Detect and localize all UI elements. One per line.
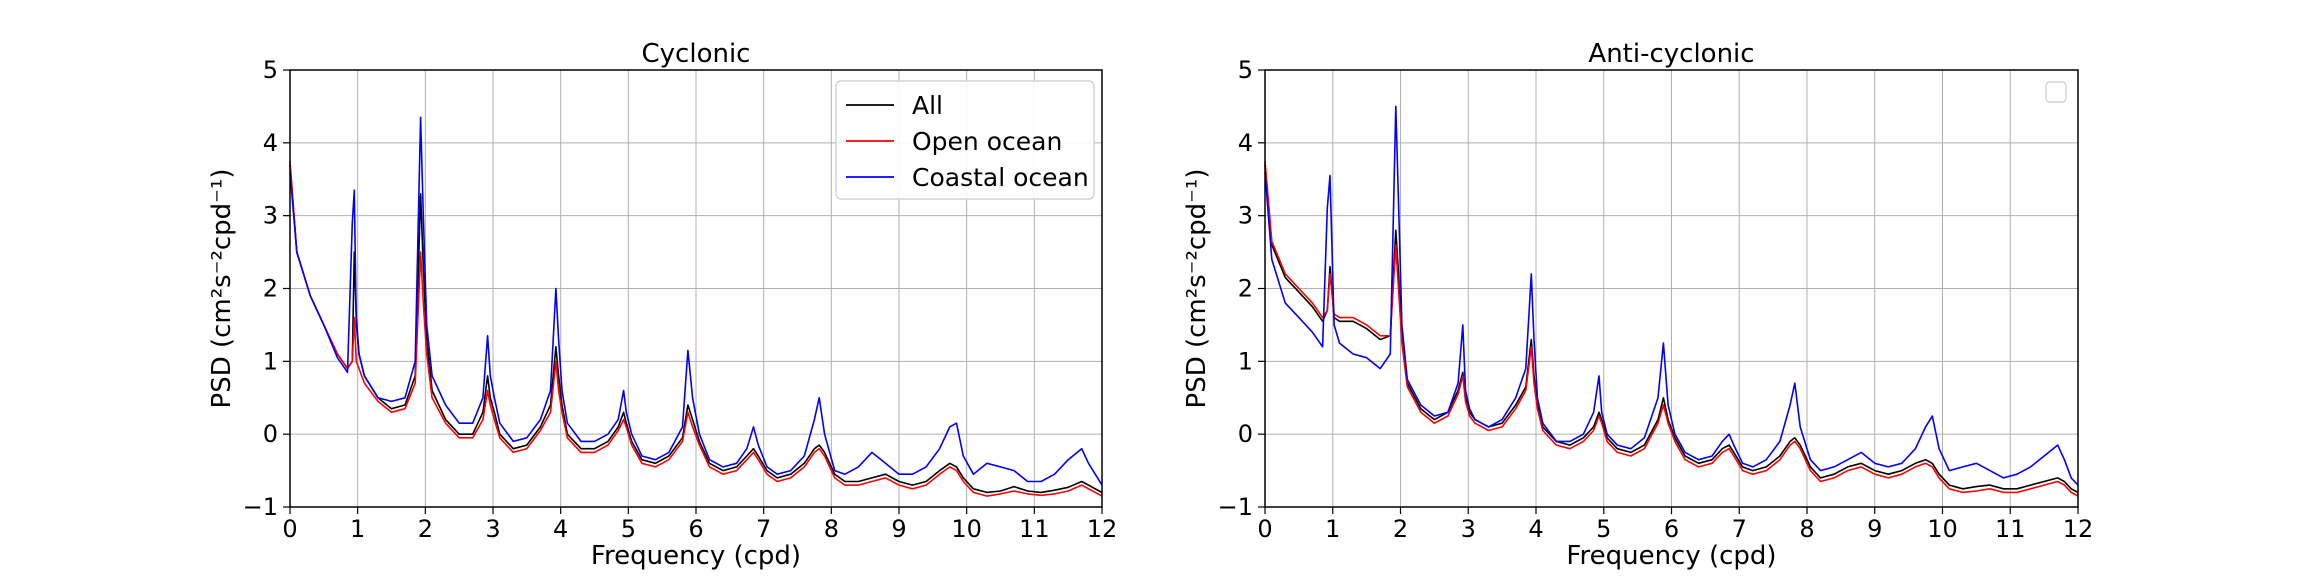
cyclonic-y-tick-label: 3 <box>263 202 278 230</box>
cyclonic-x-axis-label: Frequency (cpd) <box>591 541 801 571</box>
anti-cyclonic-y-tick-label: −1 <box>1218 493 1253 521</box>
anti-cyclonic-title: Anti-cyclonic <box>1588 39 1754 69</box>
cyclonic-x-tick-label: 10 <box>951 515 982 543</box>
cyclonic-legend-label: Open ocean <box>912 127 1062 156</box>
anti-cyclonic-series-line-all <box>1264 164 2079 494</box>
cyclonic-y-tick-label: 4 <box>263 129 278 157</box>
anti-cyclonic-y-axis-label: PSD (cm²s⁻²cpd⁻¹) <box>1182 169 1212 409</box>
anti-cyclonic-x-tick-label: 7 <box>1732 515 1747 543</box>
cyclonic-y-tick-label: 5 <box>263 56 278 84</box>
cyclonic-x-tick-label: 7 <box>756 515 771 543</box>
cyclonic-plot-lines <box>289 116 1103 497</box>
cyclonic-x-tick-label: 9 <box>891 515 906 543</box>
cyclonic-x-tick-label: 0 <box>282 515 297 543</box>
anti-cyclonic-y-tick-label: 3 <box>1238 202 1253 230</box>
anti-cyclonic-y-axis-label-text: PSD (cm²s⁻²cpd⁻¹) <box>1182 169 1212 409</box>
cyclonic-x-tick-label: 1 <box>350 515 365 543</box>
cyclonic-legend[interactable]: All Open ocean Coastal ocean <box>835 80 1095 200</box>
anti-cyclonic-legend-box <box>2045 81 2067 103</box>
anti-cyclonic-y-tick-label: 5 <box>1238 56 1253 84</box>
cyclonic-y-tick-label: 0 <box>263 420 278 448</box>
cyclonic-x-tick-label: 5 <box>621 515 636 543</box>
anti-cyclonic-y-tick-label: 2 <box>1238 275 1253 303</box>
cyclonic-legend-box <box>835 80 1095 200</box>
anti-cyclonic-x-tick-label: 1 <box>1325 515 1340 543</box>
anti-cyclonic-x-tick-label: 3 <box>1461 515 1476 543</box>
anti-cyclonic-x-tick-label: 2 <box>1393 515 1408 543</box>
cyclonic-y-tick-label: 2 <box>263 275 278 303</box>
anti-cyclonic-x-tick-label: 10 <box>1927 515 1958 543</box>
anti-cyclonic-y-tick-label: 4 <box>1238 129 1253 157</box>
cyclonic-x-tick-label: 3 <box>485 515 500 543</box>
cyclonic-x-tick-label: 4 <box>553 515 568 543</box>
anti-cyclonic-x-tick-label: 11 <box>1995 515 2026 543</box>
anti-cyclonic-y-tick-label: 1 <box>1238 347 1253 375</box>
anti-cyclonic-series-line-open-ocean <box>1264 160 2079 497</box>
cyclonic-x-tick-label: 12 <box>1087 515 1118 543</box>
cyclonic-series-line-open-ocean <box>289 160 1103 497</box>
anti-cyclonic-x-tick-label: 9 <box>1867 515 1882 543</box>
anti-cyclonic-x-tick-label: 8 <box>1799 515 1814 543</box>
anti-cyclonic-x-tick-label: 6 <box>1664 515 1679 543</box>
anti-cyclonic-x-tick-label: 5 <box>1596 515 1611 543</box>
cyclonic-y-tick-label: 1 <box>263 347 278 375</box>
cyclonic-x-tick-label: 8 <box>824 515 839 543</box>
anti-cyclonic-x-tick-label: 0 <box>1257 515 1272 543</box>
anti-cyclonic-x-tick-label: 12 <box>2063 515 2094 543</box>
cyclonic-title: Cyclonic <box>642 39 751 69</box>
cyclonic-series-line-coastal-ocean <box>289 116 1103 486</box>
cyclonic-legend-label: Coastal ocean <box>912 163 1089 192</box>
anti-cyclonic-x-axis-label: Frequency (cpd) <box>1566 541 1776 571</box>
anti-cyclonic-y-tick-label: 0 <box>1238 420 1253 448</box>
anti-cyclonic-series-line-coastal-ocean <box>1264 105 2079 486</box>
anti-cyclonic-legend[interactable] <box>2045 81 2067 103</box>
cyclonic-y-axis-label-text: PSD (cm²s⁻²cpd⁻¹) <box>207 169 237 409</box>
anti-cyclonic-plot-lines <box>1264 105 2079 497</box>
anti-cyclonic-x-tick-label: 4 <box>1528 515 1543 543</box>
cyclonic-y-axis-label: PSD (cm²s⁻²cpd⁻¹) <box>207 169 237 409</box>
cyclonic-legend-label: All <box>912 91 943 120</box>
cyclonic-x-tick-label: 2 <box>418 515 433 543</box>
cyclonic-x-tick-label: 11 <box>1019 515 1050 543</box>
cyclonic-x-tick-label: 6 <box>688 515 703 543</box>
cyclonic-y-tick-label: −1 <box>243 493 278 521</box>
